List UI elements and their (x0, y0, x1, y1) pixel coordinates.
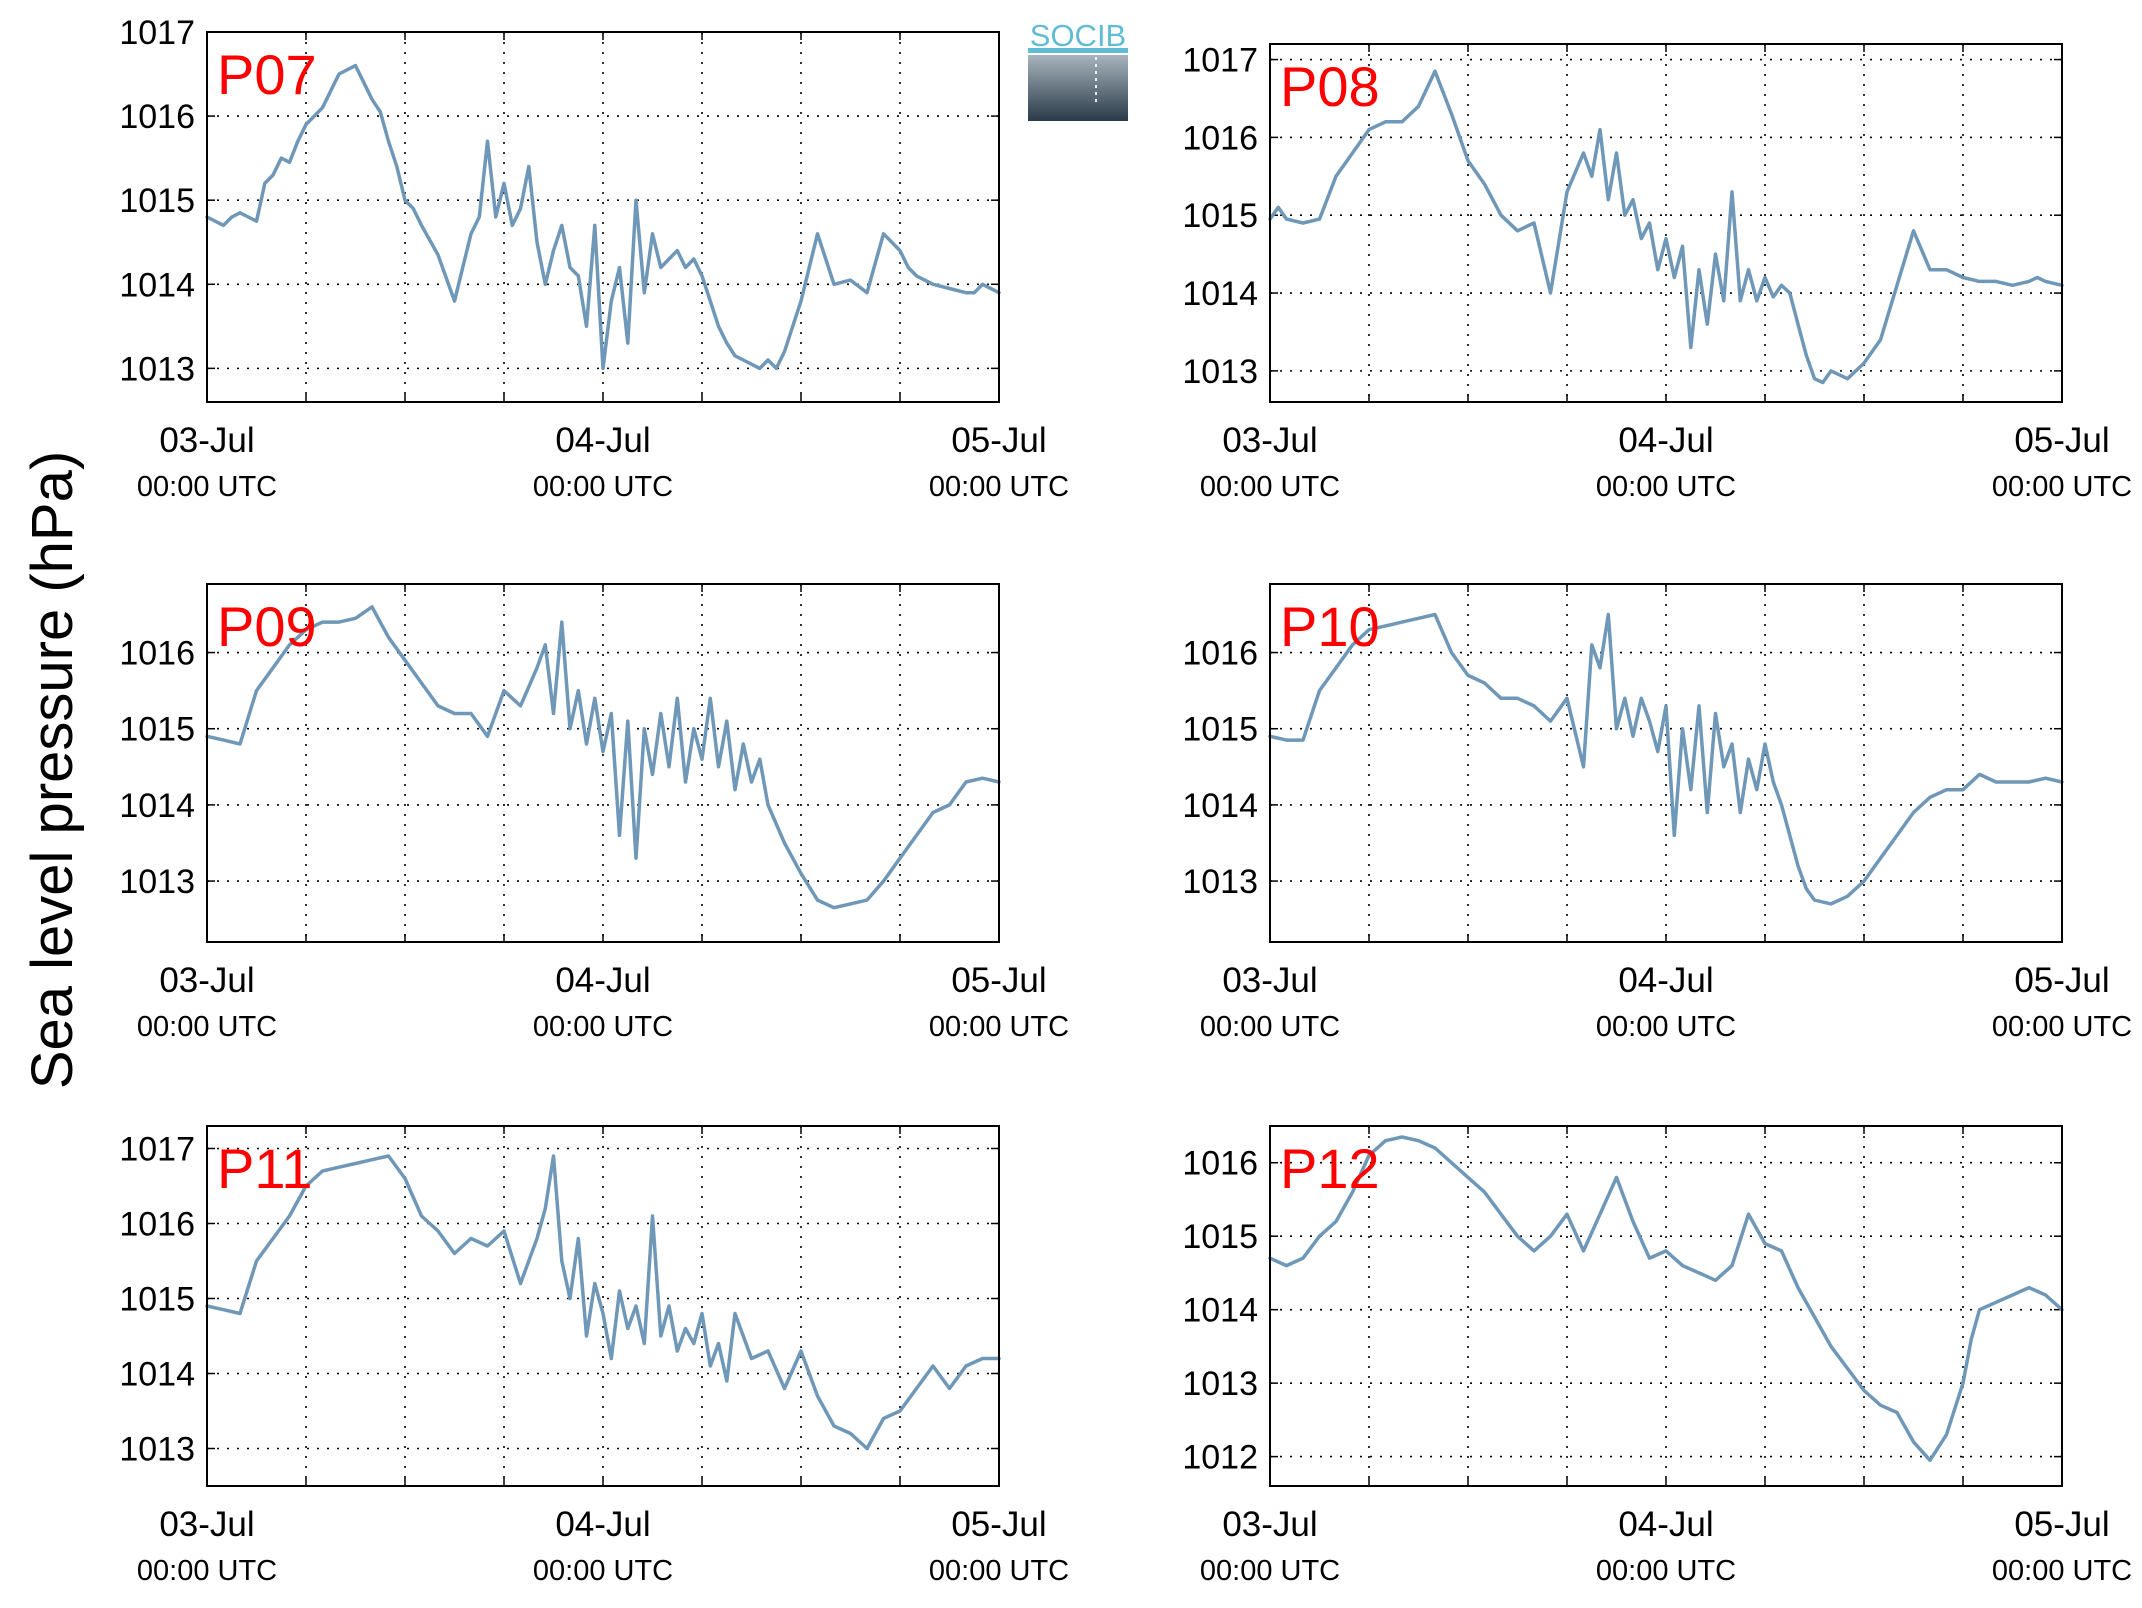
series-line-p12 (1268, 1135, 2064, 1463)
series-line-p09 (205, 605, 1001, 910)
chart-panel-p12: 1012 1013 1014 1015 1016 03-Jul 00:00 UTC 04-Ju… (1182, 1125, 2132, 1587)
y-tick-label: 1017 (119, 1131, 195, 1169)
x-tick-label-date: 05-Jul (2014, 1505, 2109, 1544)
x-tick-label-time: 00:00 UTC (1992, 1011, 2132, 1043)
x-tick-label-date: 05-Jul (951, 961, 1046, 1000)
x-tick-label-date: 04-Jul (555, 421, 650, 460)
y-tick-label: 1014 (1182, 787, 1258, 825)
series-line-p10 (1268, 612, 2064, 906)
x-tick-label-date: 04-Jul (1618, 961, 1713, 1000)
plot-area (207, 584, 999, 942)
logo-block (1028, 55, 1128, 121)
y-tick-label: 1016 (119, 1206, 195, 1244)
x-tick-label-time: 00:00 UTC (137, 1555, 277, 1587)
plot-area (1270, 584, 2062, 942)
chart-panel-p07: 1013 1014 1015 1016 1017 03-Jul 00:00 UTC 04-Ju… (119, 14, 1069, 503)
x-tick-label-time: 00:00 UTC (1596, 1555, 1736, 1587)
x-tick-label-date: 03-Jul (1222, 1505, 1317, 1544)
y-tick-label: 1014 (1182, 1292, 1258, 1330)
x-tick-label-date: 03-Jul (1222, 421, 1317, 460)
x-tick-label-date: 04-Jul (555, 961, 650, 1000)
series-line-p07 (205, 63, 1001, 371)
logo-text: SOCIB (1030, 18, 1126, 53)
x-tick-label-date: 05-Jul (2014, 961, 2109, 1000)
x-tick-label-time: 00:00 UTC (929, 1011, 1069, 1043)
x-tick-label-date: 04-Jul (555, 1505, 650, 1544)
y-tick-label: 1013 (1182, 863, 1258, 901)
y-axis-label: Sea level pressure (hPa) (20, 451, 85, 1089)
x-tick-label-date: 03-Jul (159, 961, 254, 1000)
series-line-p08 (1268, 69, 2064, 385)
x-tick-label-date: 04-Jul (1618, 421, 1713, 460)
y-tick-label: 1016 (1182, 635, 1258, 673)
socib-logo: SOCIB (1028, 18, 1128, 121)
x-tick-label-date: 03-Jul (159, 421, 254, 460)
station-label: P10 (1280, 595, 1380, 658)
station-label: P09 (217, 595, 317, 658)
x-tick-label-date: 05-Jul (951, 421, 1046, 460)
x-tick-label-date: 05-Jul (2014, 421, 2109, 460)
chart-panel-p11: 1013 1014 1015 1016 1017 03-Jul 00:00 UTC 04-Ju… (119, 1125, 1069, 1587)
x-tick-label-time: 00:00 UTC (533, 1011, 673, 1043)
y-tick-label: 1013 (119, 350, 195, 388)
logo-wave-band (1028, 48, 1128, 53)
series-line-p11 (205, 1154, 1001, 1451)
x-tick-label-time: 00:00 UTC (533, 1555, 673, 1587)
plot-frame (1269, 43, 2063, 403)
x-tick-label-time: 00:00 UTC (1992, 471, 2132, 503)
x-tick-label-time: 00:00 UTC (1992, 1555, 2132, 1587)
panels: 1013 1014 1015 1016 1017 03-Jul 00:00 UTC 04-Ju… (119, 14, 2132, 1587)
y-tick-label: 1015 (119, 711, 195, 749)
plot-frame (1269, 583, 2063, 943)
station-label: P08 (1280, 55, 1380, 118)
y-tick-label: 1016 (1182, 1145, 1258, 1183)
plot-frame (206, 1125, 1000, 1487)
y-tick-label: 1015 (1182, 197, 1258, 235)
station-label: P11 (217, 1137, 312, 1200)
y-tick-label: 1014 (119, 787, 195, 825)
x-tick-label-time: 00:00 UTC (1596, 471, 1736, 503)
x-tick-label-time: 00:00 UTC (929, 1555, 1069, 1587)
y-tick-label: 1014 (119, 1356, 195, 1394)
y-tick-label: 1016 (1182, 119, 1258, 157)
y-tick-label: 1016 (119, 635, 195, 673)
y-tick-label: 1015 (119, 182, 195, 220)
y-tick-label: 1013 (119, 863, 195, 901)
x-tick-label-date: 03-Jul (1222, 961, 1317, 1000)
x-tick-label-time: 00:00 UTC (137, 1011, 277, 1043)
x-tick-label-time: 00:00 UTC (1596, 1011, 1736, 1043)
y-tick-label: 1015 (119, 1281, 195, 1319)
x-tick-label-time: 00:00 UTC (1200, 1555, 1340, 1587)
y-tick-label: 1017 (1182, 42, 1258, 80)
x-tick-label-time: 00:00 UTC (137, 471, 277, 503)
y-tick-label: 1012 (1182, 1439, 1258, 1477)
y-tick-label: 1013 (119, 1431, 195, 1469)
station-label: P12 (1280, 1137, 1380, 1200)
plot-frame (206, 583, 1000, 943)
x-tick-label-date: 05-Jul (951, 1505, 1046, 1544)
y-tick-label: 1014 (1182, 275, 1258, 313)
y-tick-label: 1014 (119, 266, 195, 304)
y-tick-label: 1015 (1182, 1218, 1258, 1256)
chart-panel-p08: 1013 1014 1015 1016 1017 03-Jul 00:00 UTC 04-Ju… (1182, 42, 2132, 503)
y-tick-label: 1013 (1182, 1365, 1258, 1403)
y-tick-label: 1017 (119, 14, 195, 52)
chart-panel-p10: 1013 1014 1015 1016 03-Jul 00:00 UTC 04-Jul 00:… (1182, 583, 2132, 1043)
y-tick-label: 1013 (1182, 353, 1258, 391)
plot-frame (206, 31, 1000, 403)
x-tick-label-time: 00:00 UTC (533, 471, 673, 503)
plot-area (1270, 44, 2062, 402)
y-tick-label: 1015 (1182, 711, 1258, 749)
plot-frame (1269, 1125, 2063, 1487)
chart-panel-p09: 1013 1014 1015 1016 03-Jul 00:00 UTC 04-Jul 00:… (119, 583, 1069, 1043)
x-tick-label-time: 00:00 UTC (1200, 1011, 1340, 1043)
x-tick-label-time: 00:00 UTC (1200, 471, 1340, 503)
x-tick-label-time: 00:00 UTC (929, 471, 1069, 503)
y-tick-label: 1016 (119, 98, 195, 136)
station-label: P07 (217, 43, 317, 106)
x-tick-label-date: 03-Jul (159, 1505, 254, 1544)
x-tick-label-date: 04-Jul (1618, 1505, 1713, 1544)
